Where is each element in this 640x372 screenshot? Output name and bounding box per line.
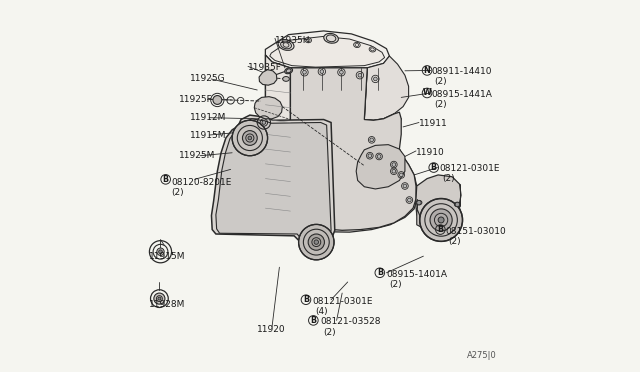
Text: (2): (2) [435, 100, 447, 109]
Ellipse shape [285, 68, 292, 74]
Circle shape [374, 77, 377, 81]
Text: (2): (2) [324, 328, 336, 337]
Polygon shape [364, 56, 408, 120]
Text: (2): (2) [443, 174, 455, 183]
Circle shape [248, 136, 252, 140]
Circle shape [392, 163, 396, 166]
Text: 08121-0301E: 08121-0301E [439, 164, 499, 173]
Text: B: B [431, 163, 436, 172]
Circle shape [377, 155, 381, 158]
Circle shape [408, 198, 411, 202]
Ellipse shape [280, 41, 291, 49]
Text: (2): (2) [435, 77, 447, 86]
Text: 08120-8201E: 08120-8201E [172, 178, 232, 187]
Circle shape [370, 138, 374, 142]
Circle shape [340, 70, 343, 74]
Text: 11915M: 11915M [149, 252, 186, 262]
Circle shape [157, 248, 164, 256]
Text: 08121-0301E: 08121-0301E [312, 297, 372, 306]
Circle shape [438, 217, 444, 223]
Polygon shape [291, 68, 417, 232]
Polygon shape [416, 175, 461, 222]
Text: A275|0: A275|0 [467, 351, 497, 360]
Circle shape [368, 154, 372, 158]
Circle shape [358, 73, 362, 77]
Circle shape [399, 173, 403, 177]
Ellipse shape [283, 77, 289, 81]
Circle shape [420, 199, 463, 241]
Text: B: B [377, 268, 383, 277]
Circle shape [392, 169, 396, 173]
Text: 11925F: 11925F [179, 95, 212, 104]
Circle shape [232, 120, 268, 156]
Circle shape [308, 234, 324, 250]
Circle shape [403, 184, 407, 188]
Circle shape [262, 121, 266, 124]
Text: 11915M: 11915M [190, 131, 227, 140]
Circle shape [158, 297, 161, 300]
Text: 11928M: 11928M [149, 300, 186, 309]
Text: W: W [422, 89, 431, 97]
Text: 11925G: 11925G [190, 74, 226, 83]
Text: B: B [310, 316, 316, 325]
Text: 11912M: 11912M [190, 113, 227, 122]
Text: B: B [163, 175, 169, 184]
Polygon shape [356, 145, 405, 189]
Polygon shape [270, 36, 385, 67]
Ellipse shape [354, 42, 360, 48]
Text: 08915-1441A: 08915-1441A [431, 90, 492, 99]
Ellipse shape [369, 47, 376, 52]
Circle shape [314, 240, 319, 244]
Circle shape [430, 209, 452, 231]
Circle shape [303, 70, 307, 74]
Polygon shape [259, 70, 277, 85]
Circle shape [455, 202, 460, 207]
Text: B: B [437, 225, 444, 234]
Text: B: B [303, 295, 309, 304]
Text: 11911: 11911 [419, 119, 448, 128]
Ellipse shape [324, 33, 339, 43]
Polygon shape [266, 31, 389, 70]
Polygon shape [266, 55, 291, 220]
Text: 11920: 11920 [257, 325, 285, 334]
Text: 08151-03010: 08151-03010 [445, 227, 506, 235]
Polygon shape [216, 119, 331, 242]
Ellipse shape [305, 38, 312, 43]
Text: (2): (2) [389, 280, 402, 289]
Circle shape [417, 201, 421, 205]
Circle shape [320, 70, 324, 73]
Text: 11935F: 11935F [248, 63, 282, 72]
Circle shape [299, 224, 334, 260]
Circle shape [243, 131, 257, 145]
Text: (2): (2) [172, 188, 184, 197]
Text: 11910: 11910 [416, 148, 445, 157]
Text: N: N [424, 66, 431, 75]
Text: 11925M: 11925M [179, 151, 215, 160]
Polygon shape [417, 206, 460, 233]
Text: 08121-03528: 08121-03528 [320, 317, 381, 326]
Text: 08915-1401A: 08915-1401A [387, 270, 447, 279]
Circle shape [154, 293, 165, 304]
Text: 08911-14410: 08911-14410 [431, 67, 492, 76]
Polygon shape [254, 97, 282, 119]
Text: (2): (2) [449, 237, 461, 246]
Ellipse shape [278, 39, 294, 50]
Polygon shape [211, 115, 335, 245]
Text: 11935H: 11935H [275, 36, 310, 45]
Circle shape [213, 96, 222, 105]
Text: (4): (4) [316, 307, 328, 316]
Circle shape [159, 250, 163, 254]
Polygon shape [291, 68, 416, 230]
